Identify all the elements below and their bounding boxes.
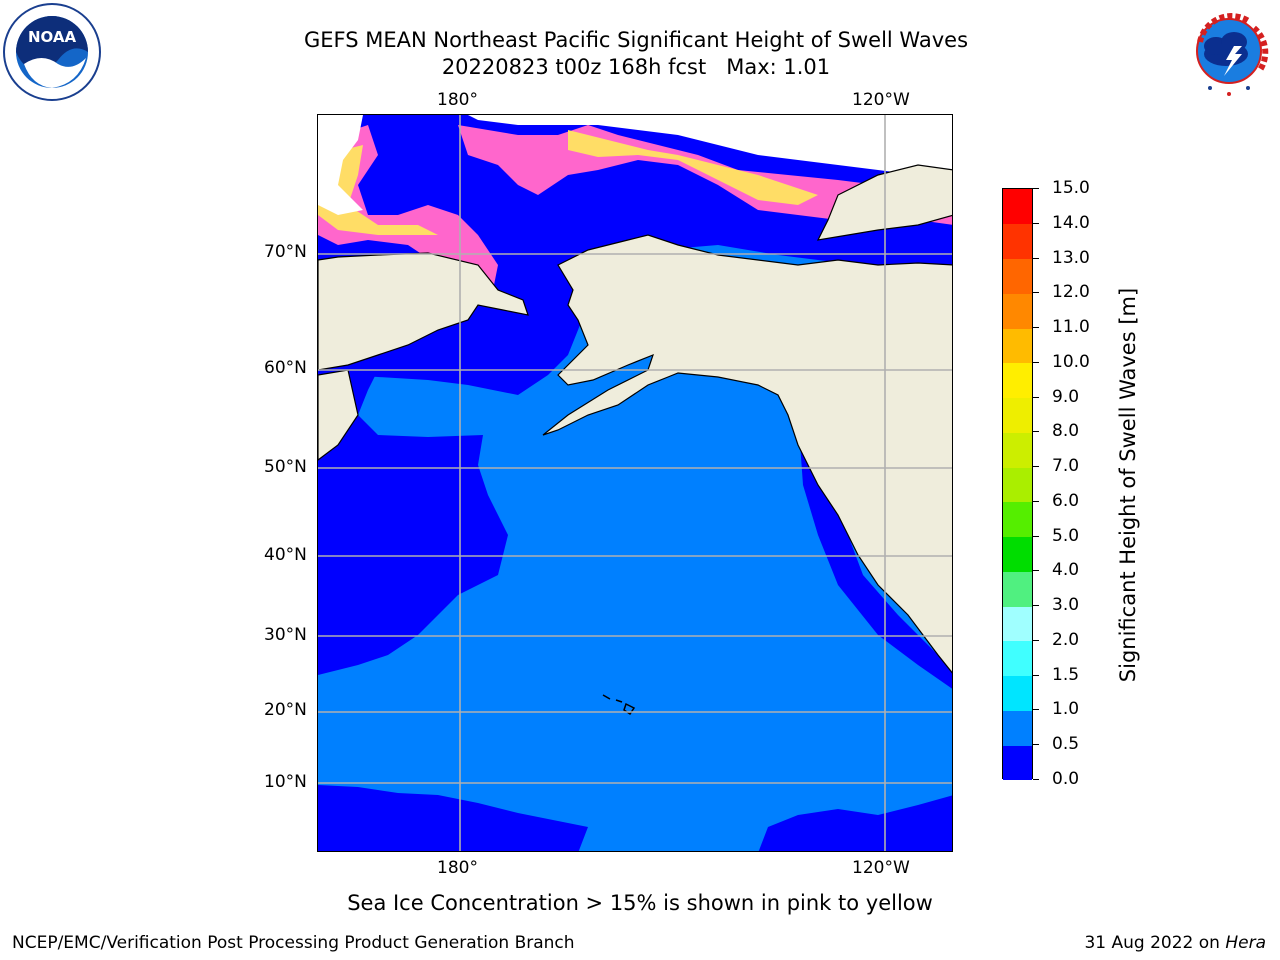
colorbar-tick-label: 13.0 bbox=[1052, 247, 1090, 268]
colorbar-tick bbox=[1033, 188, 1039, 189]
colorbar-tick bbox=[1033, 605, 1039, 607]
colorbar-tick bbox=[1033, 535, 1039, 537]
colorbar-tick bbox=[1033, 709, 1039, 711]
colorbar-segment bbox=[1003, 432, 1032, 468]
land-alaska bbox=[542, 234, 952, 674]
lon-label-top-120w: 120°W bbox=[852, 90, 910, 110]
map-svg bbox=[318, 115, 952, 851]
chart-title: GEFS MEAN Northeast Pacific Significant … bbox=[303, 28, 969, 52]
colorbar-segment bbox=[1003, 536, 1032, 572]
footer-branch: NCEP/EMC/Verification Post Processing Pr… bbox=[12, 933, 575, 953]
ocean-low-south bbox=[318, 785, 588, 851]
graticule bbox=[318, 115, 952, 851]
colorbar-tick bbox=[1033, 779, 1039, 780]
colorbar-tick-label: 1.5 bbox=[1052, 664, 1080, 685]
colorbar-tick-label: 6.0 bbox=[1052, 490, 1080, 511]
noaa-logo: NOAA bbox=[2, 2, 102, 106]
colorbar-segment bbox=[1003, 606, 1032, 642]
colorbar-segment bbox=[1003, 640, 1032, 677]
colorbar-segment bbox=[1003, 397, 1032, 433]
colorbar-tick-label: 12.0 bbox=[1052, 282, 1090, 303]
colorbar-tick-label: 9.0 bbox=[1052, 386, 1080, 407]
colorbar-segment bbox=[1003, 501, 1032, 538]
lat-label-20n: 20°N bbox=[264, 700, 307, 720]
colorbar-tick bbox=[1033, 639, 1039, 641]
colorbar-segment bbox=[1003, 362, 1032, 399]
sea-ice-west-core bbox=[318, 115, 363, 215]
colorbar-label: Significant Height of Swell Waves [m] bbox=[1116, 287, 1140, 683]
colorbar-segment bbox=[1003, 293, 1032, 329]
colorbar-segment bbox=[1003, 328, 1032, 364]
colorbar-segment bbox=[1003, 675, 1032, 711]
colorbar-tick bbox=[1033, 466, 1039, 468]
chart-subtitle: 20220823 t00z 168h fcst Max: 1.01 bbox=[441, 55, 831, 79]
colorbar-tick bbox=[1033, 292, 1039, 294]
colorbar-segment bbox=[1003, 258, 1032, 294]
colorbar-tick-label: 0.0 bbox=[1052, 769, 1080, 789]
lon-label-top-180: 180° bbox=[437, 90, 478, 110]
colorbar-tick bbox=[1033, 327, 1039, 329]
colorbar-tick-label: 2.0 bbox=[1052, 629, 1080, 650]
ocean-low-southeast bbox=[758, 795, 952, 851]
colorbar-tick bbox=[1033, 396, 1039, 398]
colorbar-segment bbox=[1003, 467, 1032, 503]
noaa-logo-text: NOAA bbox=[28, 28, 77, 46]
lat-label-60n: 60°N bbox=[264, 358, 307, 378]
footer-date-text: 31 Aug 2022 on bbox=[1084, 933, 1226, 953]
land-hawaii bbox=[602, 694, 636, 716]
colorbar-tick-label: 14.0 bbox=[1052, 212, 1090, 233]
colorbar-tick bbox=[1033, 570, 1039, 572]
lon-label-bottom-180: 180° bbox=[437, 858, 478, 878]
footer-date: 31 Aug 2022 on Hera bbox=[1084, 933, 1266, 953]
footer-machine: Hera bbox=[1225, 933, 1266, 953]
colorbar-tick bbox=[1033, 431, 1039, 433]
colorbar-segment bbox=[1003, 710, 1032, 746]
colorbar-segment bbox=[1003, 745, 1032, 781]
colorbar-tick-label: 7.0 bbox=[1052, 456, 1080, 477]
colorbar-tick bbox=[1033, 222, 1039, 224]
colorbar bbox=[1002, 188, 1033, 781]
lat-label-40n: 40°N bbox=[264, 545, 307, 565]
lat-label-10n: 10°N bbox=[264, 772, 307, 792]
land-kamchatka bbox=[318, 369, 359, 461]
lat-label-50n: 50°N bbox=[264, 457, 307, 477]
colorbar-tick-label: 3.0 bbox=[1052, 595, 1080, 616]
colorbar-tick-label: 15.0 bbox=[1052, 178, 1090, 198]
map-panel bbox=[317, 114, 953, 852]
lat-label-30n: 30°N bbox=[264, 625, 307, 645]
colorbar-segment bbox=[1003, 571, 1032, 607]
colorbar-tick-label: 10.0 bbox=[1052, 351, 1090, 372]
nws-logo bbox=[1180, 2, 1278, 104]
sea-ice-west bbox=[318, 125, 498, 290]
colorbar-tick bbox=[1033, 500, 1039, 502]
sea-ice-north-core bbox=[468, 115, 952, 175]
colorbar-tick-label: 5.0 bbox=[1052, 525, 1080, 546]
sea-ice-north-inner bbox=[568, 130, 818, 205]
lon-label-bottom-120w: 120°W bbox=[852, 858, 910, 878]
colorbar-tick bbox=[1033, 744, 1039, 746]
colorbar-tick bbox=[1033, 361, 1039, 363]
colorbar-segment bbox=[1003, 223, 1032, 259]
colorbar-tick bbox=[1033, 674, 1039, 676]
colorbar-tick-label: 1.0 bbox=[1052, 699, 1080, 720]
colorbar-tick bbox=[1033, 257, 1039, 259]
colorbar-tick-label: 0.5 bbox=[1052, 734, 1080, 755]
colorbar-segment bbox=[1003, 189, 1032, 225]
sea-ice-note: Sea Ice Concentration > 15% is shown in … bbox=[347, 891, 933, 915]
colorbar-tick-label: 11.0 bbox=[1052, 317, 1090, 338]
lat-label-70n: 70°N bbox=[264, 242, 307, 262]
colorbar-tick-label: 4.0 bbox=[1052, 560, 1080, 581]
colorbar-tick-label: 8.0 bbox=[1052, 421, 1080, 442]
